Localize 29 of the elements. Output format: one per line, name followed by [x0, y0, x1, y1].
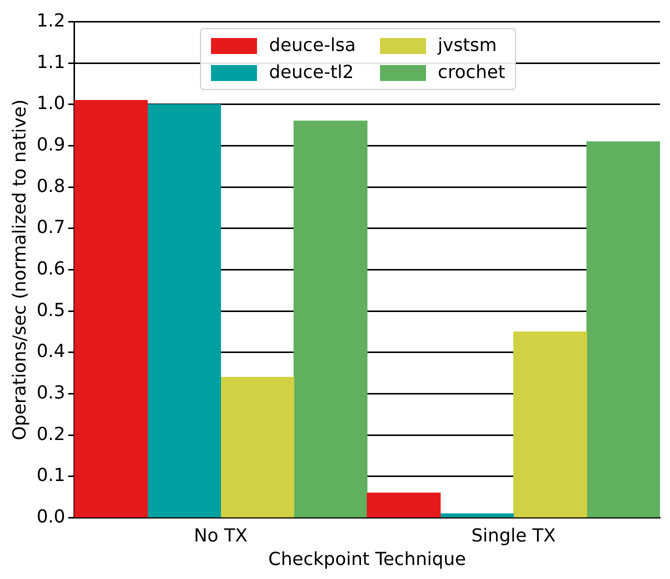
y-tick-label: 1.1: [36, 52, 66, 73]
y-tick-label: 0.7: [36, 217, 66, 238]
legend-label: deuce-tl2: [269, 62, 354, 83]
bar: [513, 331, 588, 518]
y-tick-label: 0.9: [36, 134, 66, 156]
y-tick-label: 0.2: [36, 424, 66, 445]
bar: [220, 376, 294, 518]
bar: [74, 100, 148, 518]
y-tick-label: 0.8: [36, 176, 66, 197]
y-tick-label: 1.0: [36, 93, 66, 114]
x-tick-label: No TX: [194, 525, 248, 546]
x-axis-title: Checkpoint Technique: [268, 548, 466, 570]
y-tick-label: 0.4: [36, 341, 66, 362]
y-tick-label: 0.3: [36, 382, 66, 404]
bar: [586, 141, 660, 518]
legend-label: jvstsm: [438, 35, 497, 56]
y-tick-label: 0.1: [36, 465, 66, 486]
legend-label: crochet: [438, 62, 506, 83]
bar: [147, 104, 221, 518]
bar: [294, 120, 368, 518]
y-tick-label: 0.5: [36, 300, 66, 321]
legend-label: deuce-lsa: [269, 35, 356, 56]
y-tick-label: 1.2: [36, 10, 66, 32]
x-tick-label: Single TX: [471, 525, 556, 546]
y-tick-label: 0.0: [36, 506, 66, 528]
y-axis-title: Operations/sec (normalized to native): [9, 99, 30, 440]
bar: [366, 492, 441, 518]
bar: [440, 513, 514, 518]
y-tick-label: 0.6: [36, 258, 66, 280]
